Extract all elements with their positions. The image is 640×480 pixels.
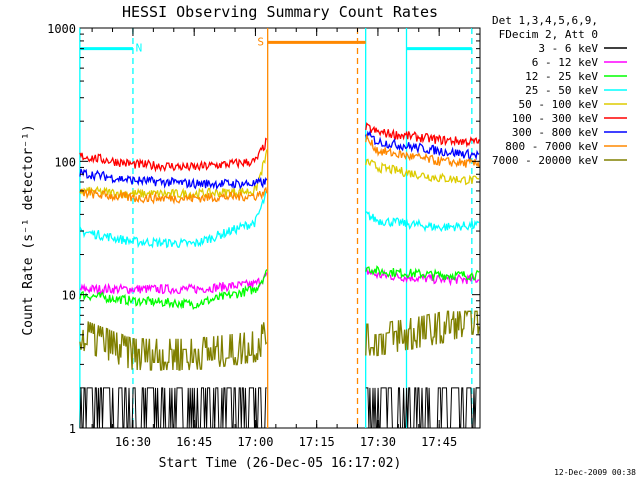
legend-label-25-50-kev: 25 - 50 keV bbox=[525, 84, 598, 97]
series-line-25-50-kev-2 bbox=[365, 211, 480, 233]
series-line-800-7000-kev-2 bbox=[365, 133, 480, 168]
series-line-12-25-kev-2 bbox=[365, 265, 480, 282]
x-tick-label: 17:00 bbox=[237, 435, 273, 449]
legend-label-800-7000-kev: 800 - 7000 keV bbox=[505, 140, 598, 153]
legend-header: FDecim 2, Att 0 bbox=[499, 28, 598, 41]
series-line-300-800-kev-2 bbox=[365, 130, 480, 161]
axes: 1 10 100 1000 16:30 16:45 17:00 17:15 17:30 17:45 bbox=[47, 22, 481, 449]
series-lines bbox=[79, 122, 480, 429]
series-line-7000-20000-kev-2 bbox=[365, 310, 480, 357]
chart-title: HESSI Observing Summary Count Rates bbox=[122, 3, 438, 21]
series-line-800-7000-kev-1 bbox=[79, 186, 268, 205]
series-line-3-6-kev-2 bbox=[365, 387, 480, 429]
series-line-50-100-kev-2 bbox=[365, 158, 480, 186]
y-axis-label: Count Rate (s⁻¹ detector⁻¹) bbox=[21, 124, 36, 335]
series-line-100-300-kev-1 bbox=[79, 137, 268, 173]
legend: Det 1,3,4,5,6,9,FDecim 2, Att 03 - 6 keV… bbox=[492, 14, 627, 167]
legend-label-300-800-kev: 300 - 800 keV bbox=[512, 126, 598, 139]
x-tick-label: 16:45 bbox=[176, 435, 212, 449]
y-tick-label: 100 bbox=[54, 155, 76, 169]
legend-label-12-25-kev: 12 - 25 keV bbox=[525, 70, 598, 83]
vertical-markers bbox=[79, 28, 473, 428]
y-tick-label: 1 bbox=[69, 422, 76, 436]
legend-label-3-6-kev: 3 - 6 keV bbox=[538, 42, 598, 55]
series-line-25-50-kev-1 bbox=[79, 190, 268, 249]
legend-label-100-300-kev: 100 - 300 keV bbox=[512, 112, 598, 125]
y-tick-label: 1000 bbox=[47, 22, 76, 36]
series-line-3-6-kev-1 bbox=[79, 387, 267, 429]
y-tick-label: 10 bbox=[62, 289, 76, 303]
series-line-50-100-kev-1 bbox=[79, 149, 268, 201]
series-line-6-12-kev-1 bbox=[79, 272, 268, 296]
x-tick-label: 16:30 bbox=[115, 435, 151, 449]
legend-label-50-100-kev: 50 - 100 keV bbox=[519, 98, 599, 111]
x-tick-label: 17:30 bbox=[360, 435, 396, 449]
footer-timestamp: 12-Dec-2009 00:38 bbox=[554, 468, 636, 477]
x-axis-label: Start Time (26-Dec-05 16:17:02) bbox=[159, 456, 402, 471]
legend-label-7000-20000-kev: 7000 - 20000 keV bbox=[492, 154, 598, 167]
annotation-label-n: N bbox=[136, 42, 143, 55]
annotation-label-s: S bbox=[257, 35, 264, 48]
x-tick-label: 17:15 bbox=[299, 435, 335, 449]
series-line-100-300-kev-2 bbox=[365, 122, 480, 148]
series-line-7000-20000-kev-1 bbox=[79, 321, 268, 371]
x-tick-label: 17:45 bbox=[421, 435, 457, 449]
series-line-12-25-kev-1 bbox=[79, 269, 268, 311]
legend-header: Det 1,3,4,5,6,9, bbox=[492, 14, 598, 27]
legend-label-6-12-kev: 6 - 12 keV bbox=[532, 56, 599, 69]
series-line-300-800-kev-1 bbox=[79, 168, 268, 191]
